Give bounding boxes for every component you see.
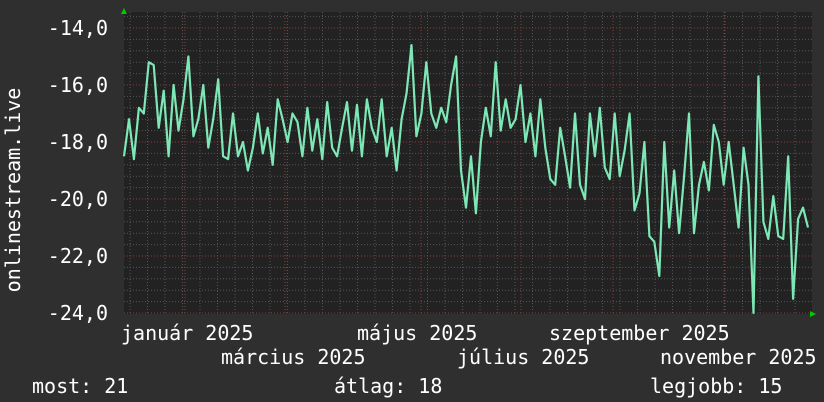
legend-average: átlag: 18 [334, 374, 442, 398]
legend-current: most: 21 [32, 374, 128, 398]
y-tick-label: -22,0 [48, 244, 108, 268]
legend-best: legjobb: 15 [650, 374, 782, 398]
y-axis-label: onlinestream.live [1, 88, 25, 293]
x-tick-label: március 2025 [221, 345, 366, 369]
y-tick-label: -16,0 [48, 73, 108, 97]
x-tick-label: július 2025 [457, 345, 589, 369]
series-line [122, 43, 810, 315]
x-tick-label: január 2025 [121, 321, 253, 345]
plot-area [124, 12, 812, 314]
x-tick-label: szeptember 2025 [549, 321, 730, 345]
y-tick-label: -20,0 [48, 187, 108, 211]
y-tick-label: -14,0 [48, 16, 108, 40]
x-axis-arrow-icon [810, 311, 816, 317]
y-tick-label: -18,0 [48, 130, 108, 154]
y-tick-label: -24,0 [48, 301, 108, 325]
x-tick-label: november 2025 [660, 345, 817, 369]
x-tick-label: május 2025 [357, 321, 477, 345]
y-axis-arrow-icon [121, 8, 127, 14]
